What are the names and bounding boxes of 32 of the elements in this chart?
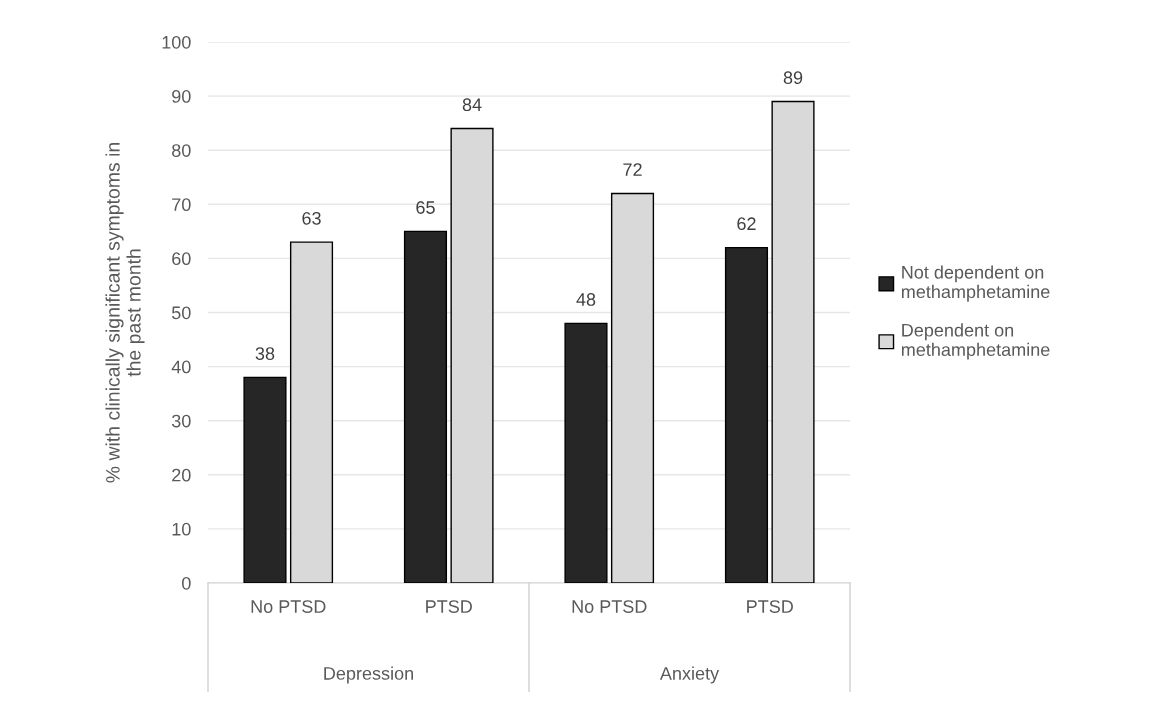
- y-tick-label: 60: [172, 252, 191, 266]
- text: Depression: [324, 666, 413, 684]
- bar: [564, 322, 608, 583]
- y-tick-label: 0: [182, 576, 191, 590]
- x-tick-label: No PTSD: [251, 600, 326, 613]
- data-label: 89: [783, 71, 803, 85]
- y-tick-label: 70: [172, 198, 191, 212]
- y-tick-label: 100: [162, 35, 191, 49]
- data-label: 65: [416, 201, 435, 214]
- data-label: 84: [462, 98, 482, 112]
- data-label: 38: [255, 347, 275, 360]
- data-label: 62: [737, 217, 756, 231]
- y-axis-title: % with clinically significant symptoms in the past month: [105, 143, 145, 483]
- bar: [243, 376, 287, 583]
- y-tick-label: 80: [172, 144, 191, 157]
- bar: [403, 230, 448, 583]
- data-label: 48: [576, 293, 596, 306]
- legend-label: Dependent on methamphetamine: [901, 323, 1050, 360]
- data-label: 72: [623, 163, 642, 176]
- legend-label: Not dependent on methamphetamine: [901, 265, 1050, 302]
- y-tick-label: 90: [172, 90, 191, 103]
- y-tick-label: 20: [172, 468, 191, 482]
- bar: [724, 246, 769, 583]
- text: Anxiety: [659, 666, 720, 684]
- x-tick-label: PTSD: [426, 600, 472, 613]
- y-tick-label: 50: [171, 306, 191, 320]
- x-tick-label: PTSD: [747, 600, 793, 613]
- data-label: 63: [302, 211, 321, 225]
- y-tick-label: 30: [171, 414, 191, 428]
- x-tick-label: No PTSD: [572, 600, 647, 613]
- y-tick-label: 10: [172, 522, 191, 536]
- y-tick-label: 40: [171, 360, 191, 374]
